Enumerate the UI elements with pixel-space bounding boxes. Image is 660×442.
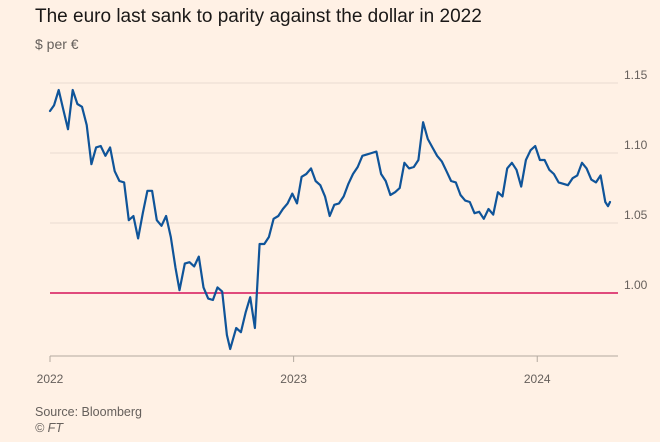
y-tick-label: 1.10 [624,138,648,152]
x-tick-label: 2022 [37,372,64,386]
y-tick-label: 1.15 [624,68,648,82]
series-group [48,88,612,351]
source-note: Source: Bloomberg [35,405,143,419]
chart-title: The euro last sank to parity against the… [35,6,482,27]
x-tick-label: 2024 [524,372,551,386]
x-tick-labels: 2022 2023 2024 [37,356,551,386]
x-tick-label: 2023 [280,372,307,386]
y-tick-labels: 1.00 1.05 1.10 1.15 [624,68,648,292]
y-tick-label: 1.00 [624,278,648,292]
y-tick-label: 1.05 [624,208,648,222]
ft-credit: © FT [35,421,63,435]
y-axis-unit-label: $ per € [35,36,79,52]
chart-plot: 1.00 1.05 1.10 1.15 2022 2023 2024 [37,68,648,386]
eur-usd-series-line [48,88,612,351]
